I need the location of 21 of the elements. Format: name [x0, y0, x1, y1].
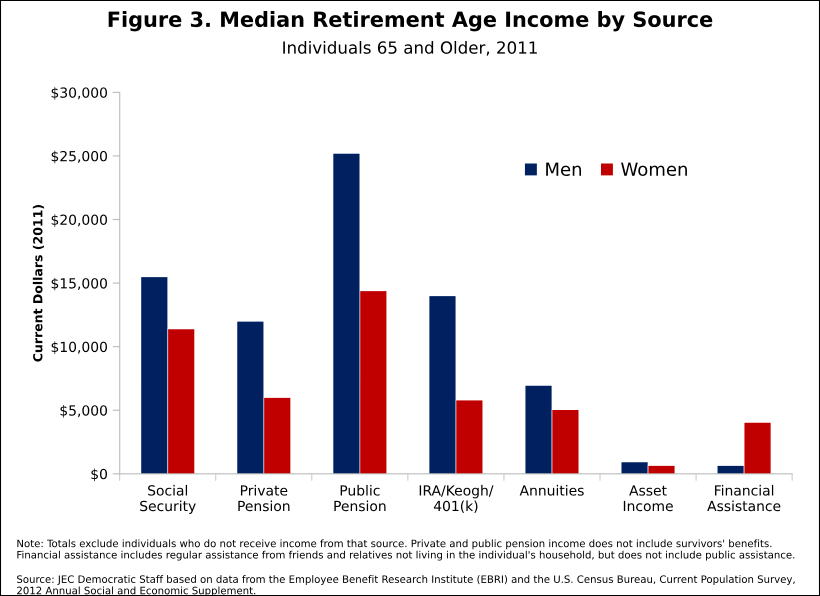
x-tick-label: Public Pension	[334, 484, 386, 512]
y-axis-title: Current Dollars (2011)	[32, 205, 44, 362]
x-tick-label: Annuities	[520, 484, 584, 496]
text: Note: Totals exclude individuals who do not receive income from that source. Private and public pension income does not include survivors' benefits. Financial assistance includes regular assistance from friends and relatives not living in the individual's household, but does not include public assistance.	[17, 539, 794, 561]
y-tick-label: $25,000	[52, 150, 107, 164]
legend-label: Men	[546, 162, 582, 176]
y-tick-label: $0	[91, 468, 107, 482]
y-tick-label: $5,000	[60, 404, 107, 418]
chart-subtitle: Individuals 65 and Older, 2011	[283, 40, 537, 56]
x-tick-label: Private Pension	[238, 484, 290, 512]
chart-title: Figure 3. Median Retirement Age Income by Source	[108, 10, 712, 32]
y-tick-label: $10,000	[52, 341, 107, 354]
x-tick-label: Financial Assistance	[707, 484, 780, 512]
y-tick-label: $20,000	[52, 214, 107, 227]
x-tick-label: Asset Income	[624, 485, 673, 512]
legend-label: Women	[621, 162, 687, 176]
x-tick-label: IRA/Keogh/ 401(k)	[420, 484, 494, 513]
y-tick-label: $30,000	[52, 87, 107, 100]
source-note: Source: JEC Democratic Staff based on data from the Employee Benefit Research Institute (EBRI) and the U.S. Census Bureau, Current Population Survey, 2012 Annual Social and Economic Supplement.	[17, 575, 795, 596]
x-tick-label: Social Security	[140, 484, 196, 514]
y-tick-label: $15,000	[52, 278, 107, 290]
